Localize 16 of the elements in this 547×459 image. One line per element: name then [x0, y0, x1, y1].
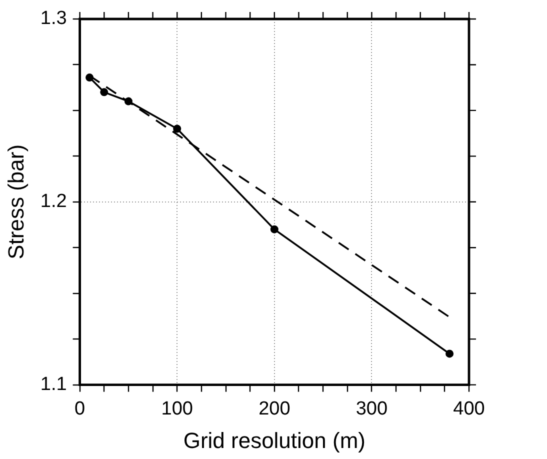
x-tick-label: 300	[356, 398, 388, 420]
point	[173, 124, 182, 133]
x-axis-title: Grid resolution (m)	[183, 428, 366, 453]
x-tick-label: 200	[258, 398, 290, 420]
point	[86, 74, 94, 82]
point	[446, 350, 454, 358]
point	[100, 88, 108, 96]
x-tick-label: 100	[161, 398, 193, 420]
point	[124, 97, 132, 106]
x-tick-label: 0	[74, 398, 86, 420]
y-tick-label: 1.3	[40, 8, 67, 30]
y-tick-label: 1.1	[40, 374, 67, 396]
point	[270, 225, 278, 234]
y-tick-label: 1.2	[40, 191, 67, 212]
y-axis-title: Stress (bar)	[3, 144, 28, 260]
x-tick-label: 400	[453, 398, 485, 420]
